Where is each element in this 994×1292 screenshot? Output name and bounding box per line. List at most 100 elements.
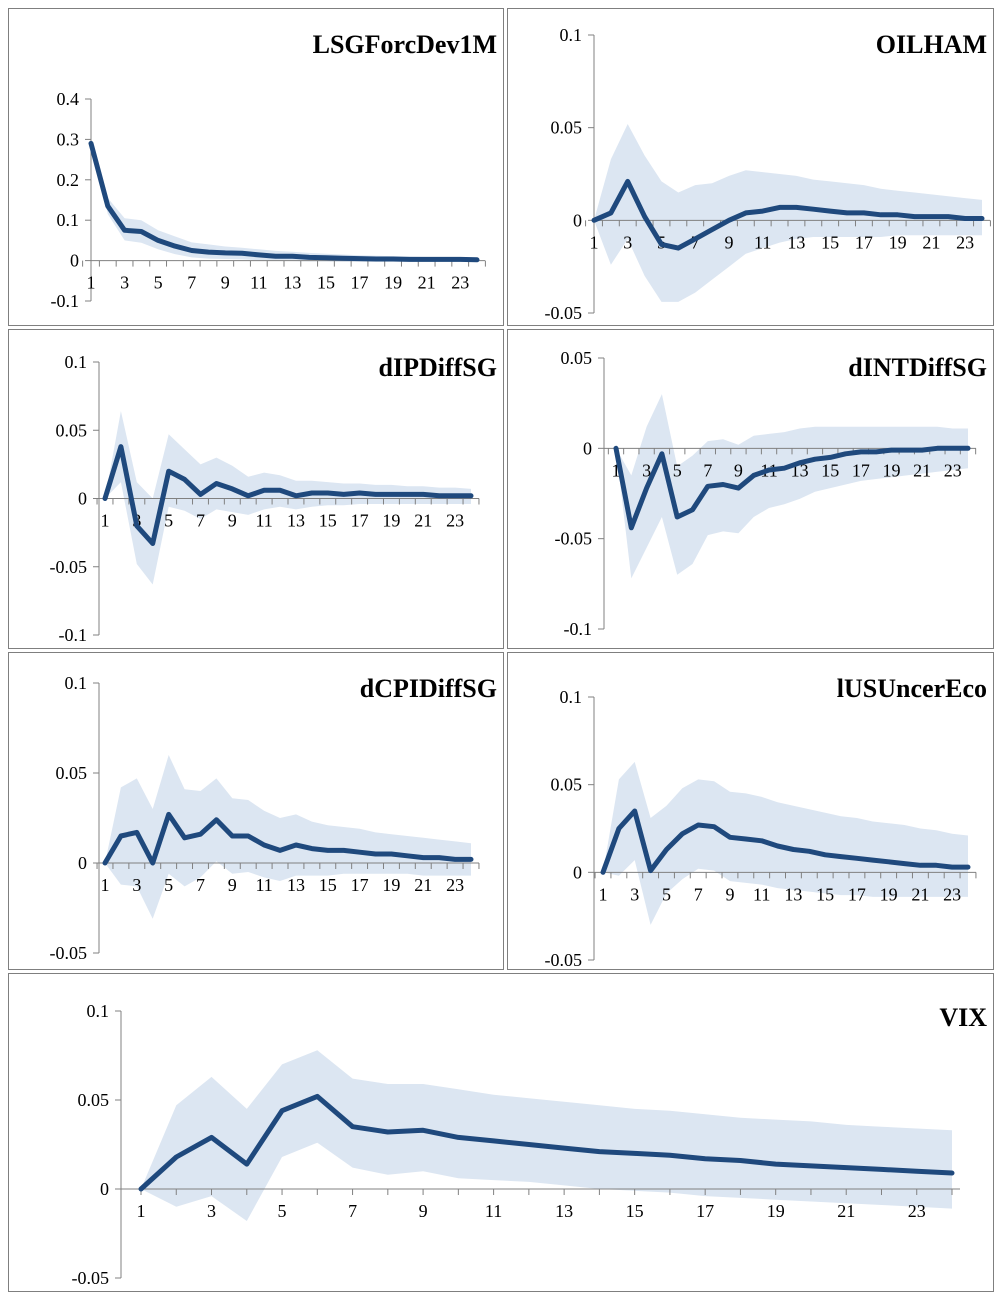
x-tick-label: 21: [414, 875, 432, 895]
x-tick-label: 11: [255, 875, 272, 895]
confidence-band: [616, 394, 968, 579]
x-tick-label: 1: [87, 273, 96, 293]
y-tick-label: 0.1: [87, 1001, 110, 1021]
y-tick-label: 0.3: [57, 129, 80, 149]
y-tick-label: -0.05: [555, 529, 593, 549]
chart-title: LSGForcDev1M: [313, 30, 497, 59]
response-line: [102, 811, 474, 866]
x-tick-label: 9: [228, 875, 237, 895]
x-tick-label: 15: [317, 273, 335, 293]
x-tick-label: 7: [187, 273, 196, 293]
panel-dipdiffsg: -0.1 -0.05 0 0.05 0.1 1 3 5 7 9 11 13 15 17 19 21 23 dIPD…: [8, 329, 504, 649]
panel-lsgforcdev1m: -0.1 0 0.1 0.2 0.3 0.4 1 3 5 7 9 11 13 15 17 19 21 23 LSGF…: [8, 8, 504, 326]
response-line: [102, 444, 474, 546]
x-tick-label: 15: [821, 232, 839, 252]
x-tick-label: 21: [414, 511, 432, 531]
x-tick-label: 1: [599, 884, 608, 904]
x-tick-label: 13: [287, 875, 305, 895]
x-tick-label: 11: [753, 884, 770, 904]
y-tick-label: 0: [78, 489, 87, 509]
x-tick-label: 5: [154, 273, 163, 293]
x-tick-label: 23: [943, 884, 961, 904]
y-tick-label: 0.05: [561, 348, 593, 368]
x-tick-label: 1: [101, 875, 110, 895]
x-tick-label: 9: [419, 1201, 428, 1221]
x-tick-label: 3: [120, 273, 129, 293]
y-tick-label: 0: [583, 438, 592, 458]
panel-lusuncereco: -0.05 0 0.05 0.1 1 3 5 7 9 11 13 15 17 19 21 23 lUSUncer…: [507, 652, 994, 970]
x-tick-label: 19: [880, 884, 898, 904]
x-tick-label: 5: [278, 1201, 287, 1221]
x-tick-label: 19: [384, 273, 402, 293]
x-tick-label: 23: [908, 1201, 926, 1221]
y-tick-label: 0.4: [57, 89, 80, 109]
x-tick-label: 17: [351, 511, 369, 531]
x-tick-label: 7: [196, 511, 205, 531]
x-tick-label: 11: [754, 232, 771, 252]
x-tick-label: 7: [348, 1201, 357, 1221]
x-tick-label: 21: [911, 884, 929, 904]
x-tick-label: 5: [164, 511, 173, 531]
x-tick-label: 19: [767, 1201, 785, 1221]
confidence-band: [141, 1050, 952, 1221]
panel-dcpidiffsg: -0.05 0 0.05 0.1 1 3 5 7 9 11 13 15 17 19 21 23 dCPIDiff…: [8, 652, 504, 970]
x-tick-label: 13: [787, 232, 805, 252]
x-tick-label: 5: [662, 884, 671, 904]
y-tick-label: -0.05: [50, 943, 88, 963]
y-tick-label: 0.05: [551, 118, 583, 138]
x-tick-label: 11: [250, 273, 267, 293]
chart-title: VIX: [939, 1003, 987, 1032]
x-tick-label: 3: [630, 884, 639, 904]
x-tick-label: 11: [485, 1201, 502, 1221]
x-tick-label: 11: [255, 511, 272, 531]
panel-vix: -0.05 0 0.05 0.1 1 3 5 7 9 11 13 15 17 19 21 23 VIX: [8, 973, 994, 1292]
chart-title: lUSUncerEco: [837, 674, 987, 703]
chart-title: dINTDiffSG: [848, 353, 987, 382]
x-tick-label: 7: [694, 884, 703, 904]
x-tick-label: 13: [555, 1201, 573, 1221]
x-tick-label: 3: [623, 232, 632, 252]
panel-dintdiffsg: -0.1 -0.05 0 0.05 1 3 5 7 9 11 13 15 17 19 21 23 dINTDif…: [507, 329, 994, 649]
x-tick-label: 1: [590, 232, 599, 252]
x-tick-label: 17: [696, 1201, 714, 1221]
y-tick-label: -0.1: [564, 619, 593, 639]
y-tick-label: 0: [78, 853, 87, 873]
confidence-band: [594, 124, 982, 302]
x-tick-label: 19: [382, 511, 400, 531]
x-tick-label: 1: [101, 511, 110, 531]
y-tick-label: 0.05: [78, 1090, 110, 1110]
y-tick-label: 0: [573, 210, 582, 230]
confidence-band: [91, 143, 477, 262]
x-tick-label: 21: [922, 232, 940, 252]
response-line: [138, 1093, 955, 1192]
x-tick-label: 9: [725, 884, 734, 904]
x-tick-label: 1: [612, 460, 621, 480]
y-tick-label: 0.1: [560, 25, 583, 45]
x-tick-label: 5: [673, 460, 682, 480]
x-tick-label: 15: [319, 511, 337, 531]
y-tick-label: 0.2: [57, 170, 80, 190]
y-tick-label: -0.1: [59, 625, 88, 645]
x-tick-label: 3: [207, 1201, 216, 1221]
response-line: [600, 808, 971, 875]
x-tick-label: 7: [196, 875, 205, 895]
y-tick-label: -0.05: [50, 557, 88, 577]
response-line: [613, 445, 971, 531]
x-tick-label: 7: [703, 460, 712, 480]
x-tick-label: 19: [382, 875, 400, 895]
chart-title: dIPDiffSG: [379, 353, 497, 382]
x-tick-label: 21: [913, 460, 931, 480]
y-tick-label: 0.05: [56, 420, 88, 440]
x-tick-label: 15: [319, 875, 337, 895]
x-tick-label: 23: [446, 511, 464, 531]
x-tick-label: 3: [132, 875, 141, 895]
panel-oilham: -0.05 0 0.05 0.1 1 3 5 7 9 11 13 15 17 19 21 23 OILHAM: [507, 8, 994, 326]
x-tick-label: 23: [446, 875, 464, 895]
confidence-band: [105, 411, 471, 585]
x-tick-label: 15: [626, 1201, 644, 1221]
x-tick-label: 9: [228, 511, 237, 531]
x-tick-label: 17: [351, 875, 369, 895]
